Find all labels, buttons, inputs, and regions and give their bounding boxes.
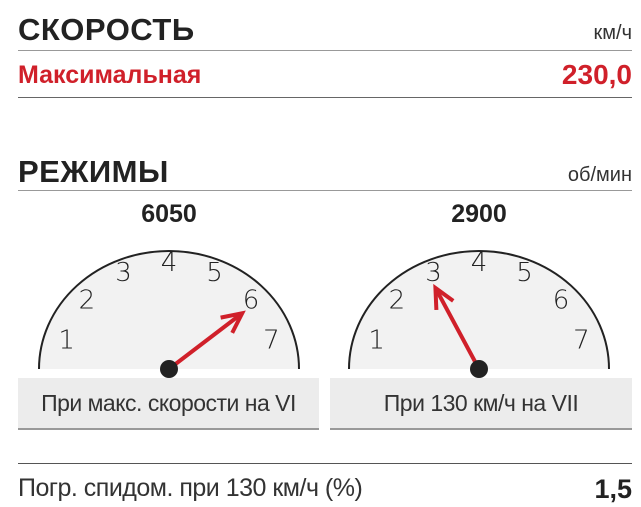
needle-arrowhead bbox=[433, 283, 455, 311]
scale-label: 3 bbox=[115, 258, 132, 288]
max-speed-label: Максимальная bbox=[18, 61, 202, 89]
speed-unit: км/ч bbox=[593, 22, 632, 44]
scale-label: 1 bbox=[58, 326, 75, 356]
scale-label: 4 bbox=[161, 248, 178, 278]
gauge-1: 123 4 567 bbox=[38, 248, 300, 378]
divider bbox=[18, 97, 632, 98]
gauge-face bbox=[349, 251, 609, 369]
needle bbox=[167, 311, 244, 371]
gauge-face bbox=[39, 251, 299, 369]
speedometer-error-label: Погр. спидом. при 130 км/ч (%) bbox=[18, 474, 363, 502]
scale-label: 2 bbox=[389, 286, 406, 316]
gauge-2-caption: При 130 км/ч на VII bbox=[330, 378, 632, 430]
scale-label: 7 bbox=[573, 326, 590, 356]
gauge-2: 123 4 567 bbox=[348, 248, 610, 378]
needle-pivot bbox=[470, 360, 488, 378]
scale-label: 7 bbox=[263, 326, 280, 356]
divider bbox=[18, 50, 632, 51]
divider bbox=[18, 463, 632, 464]
scale-label: 2 bbox=[79, 286, 96, 316]
scale-label: 3 bbox=[425, 258, 442, 288]
scale-label: 5 bbox=[206, 258, 223, 288]
gauge-2-rpm: 2900 bbox=[451, 200, 507, 228]
gauge-1-rpm: 6050 bbox=[141, 200, 197, 228]
scale-label: 5 bbox=[516, 258, 533, 288]
scale-label: 6 bbox=[243, 286, 260, 316]
needle bbox=[433, 287, 481, 370]
scale-label: 6 bbox=[553, 286, 570, 316]
needle-pivot bbox=[160, 360, 178, 378]
gauge-1-caption: При макс. скорости на VI bbox=[18, 378, 319, 430]
modes-unit: об/мин bbox=[567, 164, 632, 186]
max-speed-value: 230,0 bbox=[561, 59, 632, 90]
speed-title: СКОРОСТЬ bbox=[18, 12, 195, 47]
divider bbox=[18, 190, 632, 191]
scale-label: 4 bbox=[471, 248, 488, 278]
modes-title: РЕЖИМЫ bbox=[18, 154, 169, 189]
speedometer-error-value: 1,5 bbox=[594, 474, 632, 504]
needle-arrowhead bbox=[220, 310, 246, 334]
gauge-arc bbox=[348, 250, 610, 370]
gauge-arc bbox=[38, 250, 300, 370]
scale-label: 1 bbox=[368, 326, 385, 356]
